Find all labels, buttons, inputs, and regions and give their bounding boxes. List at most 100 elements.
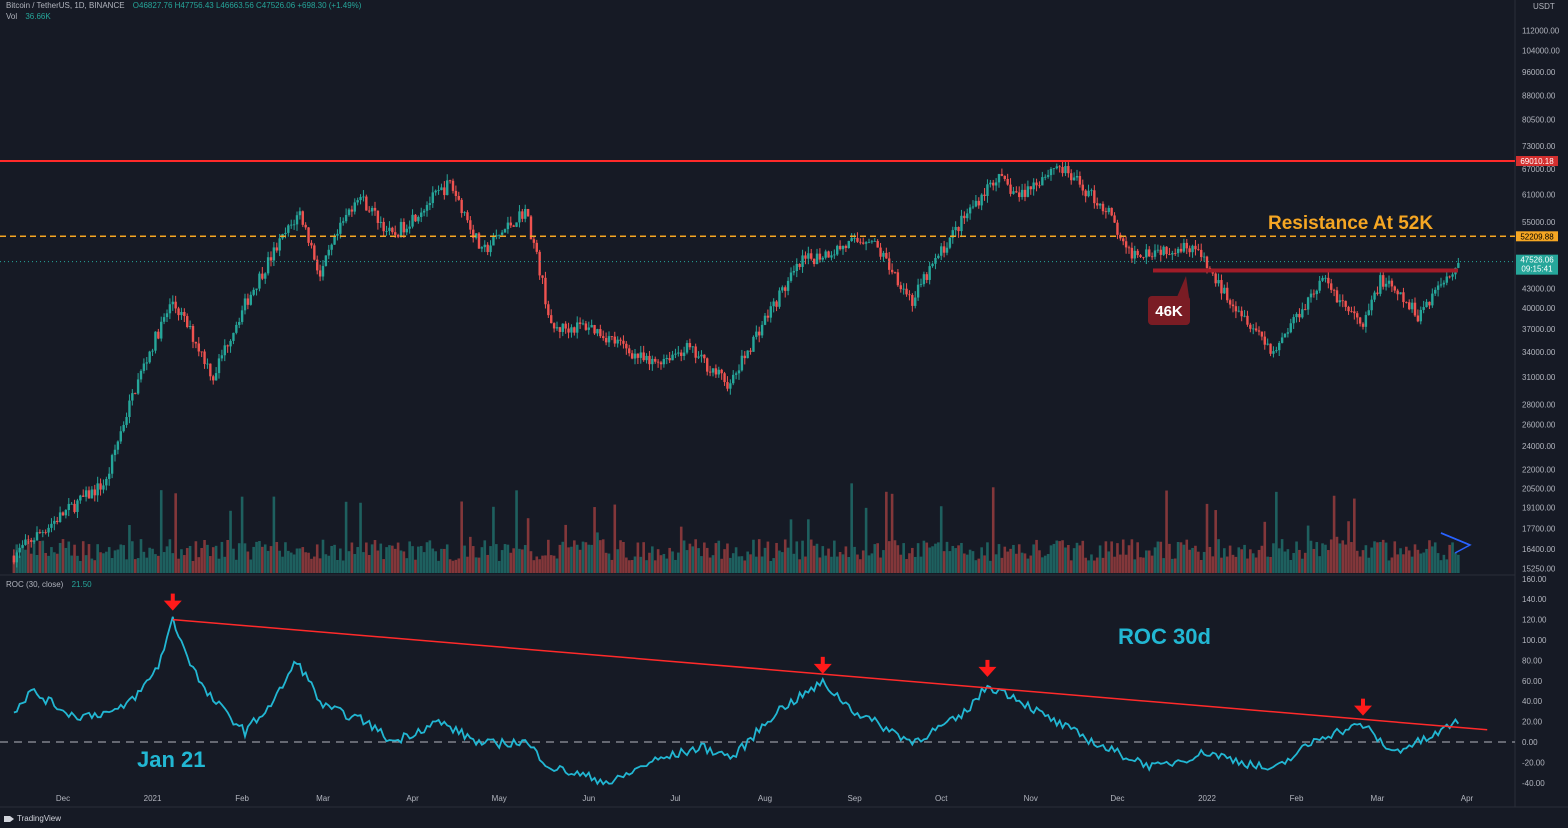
volume-bar bbox=[746, 551, 749, 573]
volume-bar bbox=[356, 547, 359, 573]
candle-body bbox=[1356, 313, 1359, 318]
volume-bar bbox=[807, 519, 810, 573]
volume-bar bbox=[223, 556, 227, 573]
candle-body bbox=[1200, 249, 1203, 258]
support-zone[interactable] bbox=[1153, 268, 1458, 273]
volume-bar bbox=[200, 547, 203, 573]
candle-body bbox=[850, 238, 853, 241]
volume-bar bbox=[391, 545, 394, 573]
roc-tick: 80.00 bbox=[1522, 656, 1543, 665]
candle-body bbox=[1254, 328, 1258, 331]
volume-bar bbox=[1124, 554, 1128, 573]
volume-bar bbox=[902, 543, 905, 573]
volume-bar bbox=[67, 541, 71, 573]
candle-body bbox=[567, 328, 570, 333]
volume-bar bbox=[116, 549, 120, 573]
candle-body bbox=[1044, 176, 1047, 178]
candle-body bbox=[18, 547, 21, 553]
volume-bar bbox=[1032, 544, 1035, 573]
volume-bar bbox=[951, 545, 955, 573]
candle-body bbox=[893, 272, 897, 274]
candle-body bbox=[997, 174, 1001, 183]
candle-body bbox=[1237, 310, 1240, 312]
candle-body bbox=[1084, 190, 1087, 197]
candle-body bbox=[136, 379, 140, 394]
volume-bar bbox=[1251, 553, 1255, 573]
candle-body bbox=[188, 326, 192, 328]
candle-body bbox=[760, 324, 764, 336]
candle-body bbox=[177, 308, 180, 316]
candle-body bbox=[27, 539, 30, 541]
candle-body bbox=[512, 225, 515, 227]
candle-body bbox=[249, 294, 252, 305]
candle-body bbox=[498, 234, 501, 236]
candle-body bbox=[616, 339, 619, 344]
volume-bar bbox=[1321, 543, 1324, 573]
candle-body bbox=[174, 301, 177, 309]
candle-body bbox=[1197, 249, 1200, 251]
volume-bar bbox=[778, 550, 781, 573]
tradingview-logo[interactable]: TradingView bbox=[4, 814, 61, 823]
candle-body bbox=[148, 351, 151, 363]
candle-body bbox=[1035, 182, 1038, 186]
candle-body bbox=[1338, 300, 1342, 303]
candle-body bbox=[368, 210, 371, 212]
volume-bar bbox=[145, 557, 149, 573]
volume-bar bbox=[541, 555, 544, 573]
candle-body bbox=[662, 358, 666, 365]
volume-bar bbox=[619, 540, 622, 573]
symbol-header: Bitcoin / TetherUS, 1D, BINANCE O46827.7… bbox=[6, 1, 361, 10]
roc-value: 21.50 bbox=[71, 580, 92, 589]
volume-bar bbox=[604, 552, 608, 573]
volume-bar bbox=[281, 556, 284, 573]
volume-bar bbox=[708, 557, 712, 573]
candle-body bbox=[142, 363, 146, 371]
volume-bar bbox=[1225, 556, 1229, 573]
candle-body bbox=[402, 221, 406, 233]
volume-bar bbox=[1306, 525, 1310, 573]
volume-bar bbox=[599, 540, 602, 573]
candle-body bbox=[122, 424, 125, 432]
ohlc-values: O46827.76 H47756.43 L46663.56 C47526.06 … bbox=[132, 1, 362, 10]
candle-body bbox=[573, 327, 576, 333]
candle-body bbox=[966, 213, 969, 219]
volume-bar bbox=[1220, 557, 1223, 573]
volume-bar bbox=[454, 559, 458, 573]
price-tick: 24000.00 bbox=[1522, 442, 1556, 451]
volume-bar bbox=[359, 502, 362, 573]
roc-trendline[interactable] bbox=[172, 618, 1488, 731]
volume-bar bbox=[636, 542, 640, 573]
volume-bar bbox=[38, 541, 42, 573]
candle-body bbox=[38, 532, 42, 533]
candle-body bbox=[203, 351, 206, 365]
price-tick: 96000.00 bbox=[1522, 68, 1556, 77]
volume-bar bbox=[989, 560, 992, 573]
volume-bar bbox=[105, 551, 108, 573]
volume-bar bbox=[235, 559, 238, 573]
candle-body bbox=[489, 245, 492, 253]
candle-body bbox=[1384, 283, 1388, 287]
volume-bar bbox=[1064, 547, 1067, 573]
candle-body bbox=[292, 224, 296, 226]
candle-body bbox=[1315, 290, 1318, 295]
volume-bar bbox=[867, 555, 871, 573]
roc-line[interactable] bbox=[13, 616, 1460, 786]
volume-bar bbox=[775, 542, 778, 573]
volume-bar bbox=[980, 547, 983, 573]
volume-bar bbox=[833, 540, 836, 573]
candle-body bbox=[1153, 250, 1157, 257]
volume-bar bbox=[1275, 491, 1278, 573]
candle-body bbox=[665, 358, 668, 359]
candle-body bbox=[428, 203, 432, 206]
candle-body bbox=[1422, 307, 1425, 310]
volume-bar bbox=[55, 553, 59, 573]
volume-bar bbox=[393, 548, 397, 573]
candle-body bbox=[388, 227, 391, 231]
volume-bar bbox=[627, 560, 631, 573]
volume-bar bbox=[148, 547, 151, 573]
volume-bar bbox=[1116, 543, 1119, 573]
volume-bar bbox=[1280, 539, 1284, 573]
candle-body bbox=[474, 233, 478, 238]
candle-body bbox=[994, 182, 998, 186]
